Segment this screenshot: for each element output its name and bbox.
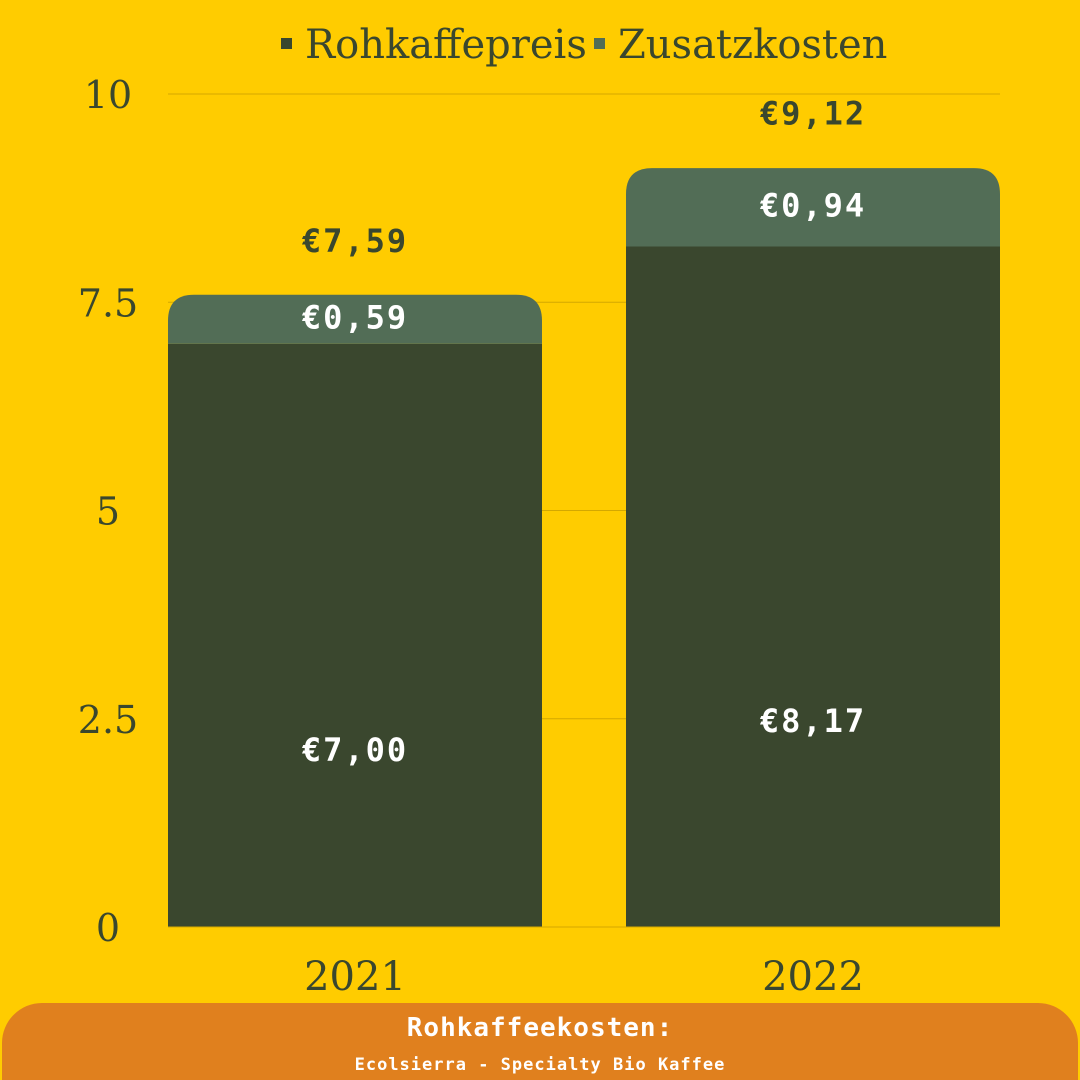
total-label-2022: €9,12: [760, 94, 866, 132]
y-tick-label: 7.5: [78, 281, 138, 325]
legend-label-rohkaffepreis: Rohkaffepreis: [305, 22, 587, 68]
legend-label-zusatzkosten: Zusatzkosten: [618, 22, 887, 68]
legend: Rohkaffepreis Zusatzkosten: [281, 22, 887, 68]
y-tick-label: 5: [96, 490, 120, 534]
y-tick-label: 10: [84, 73, 132, 117]
data-labels: €7,00 €0,59 €7,59 €8,17 €0,94 €9,12: [302, 94, 866, 769]
bars: [168, 168, 1000, 928]
bar-2022-rohkaffepreis: [626, 246, 1000, 928]
legend-swatch-rohkaffepreis: [281, 38, 292, 49]
total-label-2021: €7,59: [302, 222, 408, 260]
x-tick-label-2021: 2021: [304, 954, 406, 1000]
y-tick-label: 2.5: [78, 698, 138, 742]
data-label-2021-zusatzkosten: €0,59: [302, 298, 408, 336]
x-axis: 2021 2022: [168, 926, 1000, 1000]
data-label-2021-rohkaffepreis: €7,00: [302, 731, 408, 769]
y-tick-label: 0: [96, 906, 120, 950]
bar-2022-zusatzkosten: [626, 168, 1000, 247]
y-axis: 0 2.5 5 7.5 10: [78, 73, 138, 950]
footer-title: Rohkaffeekosten:: [406, 1013, 674, 1043]
bar-2021-zusatzkosten: [168, 294, 542, 344]
x-tick-label-2022: 2022: [762, 954, 864, 1000]
data-label-2022-rohkaffepreis: €8,17: [760, 702, 866, 740]
legend-swatch-zusatzkosten: [594, 38, 605, 49]
data-label-2022-zusatzkosten: €0,94: [760, 186, 866, 224]
footer-subtitle: Ecolsierra - Specialty Bio Kaffee: [354, 1055, 726, 1075]
bar-2021-rohkaffepreis: [168, 343, 542, 927]
footer-banner: Rohkaffeekosten: Ecolsierra - Specialty …: [2, 1003, 1078, 1080]
stacked-bar-chart: Rohkaffepreis Zusatzkosten 0 2.5 5 7.5 10 202…: [78, 22, 1000, 1000]
